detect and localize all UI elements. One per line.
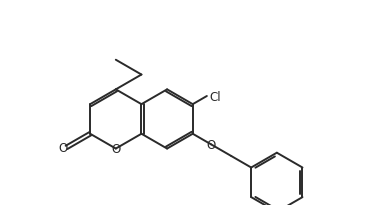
Text: O: O [207,138,216,151]
Text: O: O [59,141,68,154]
Text: O: O [111,142,120,155]
Text: Cl: Cl [210,90,221,103]
